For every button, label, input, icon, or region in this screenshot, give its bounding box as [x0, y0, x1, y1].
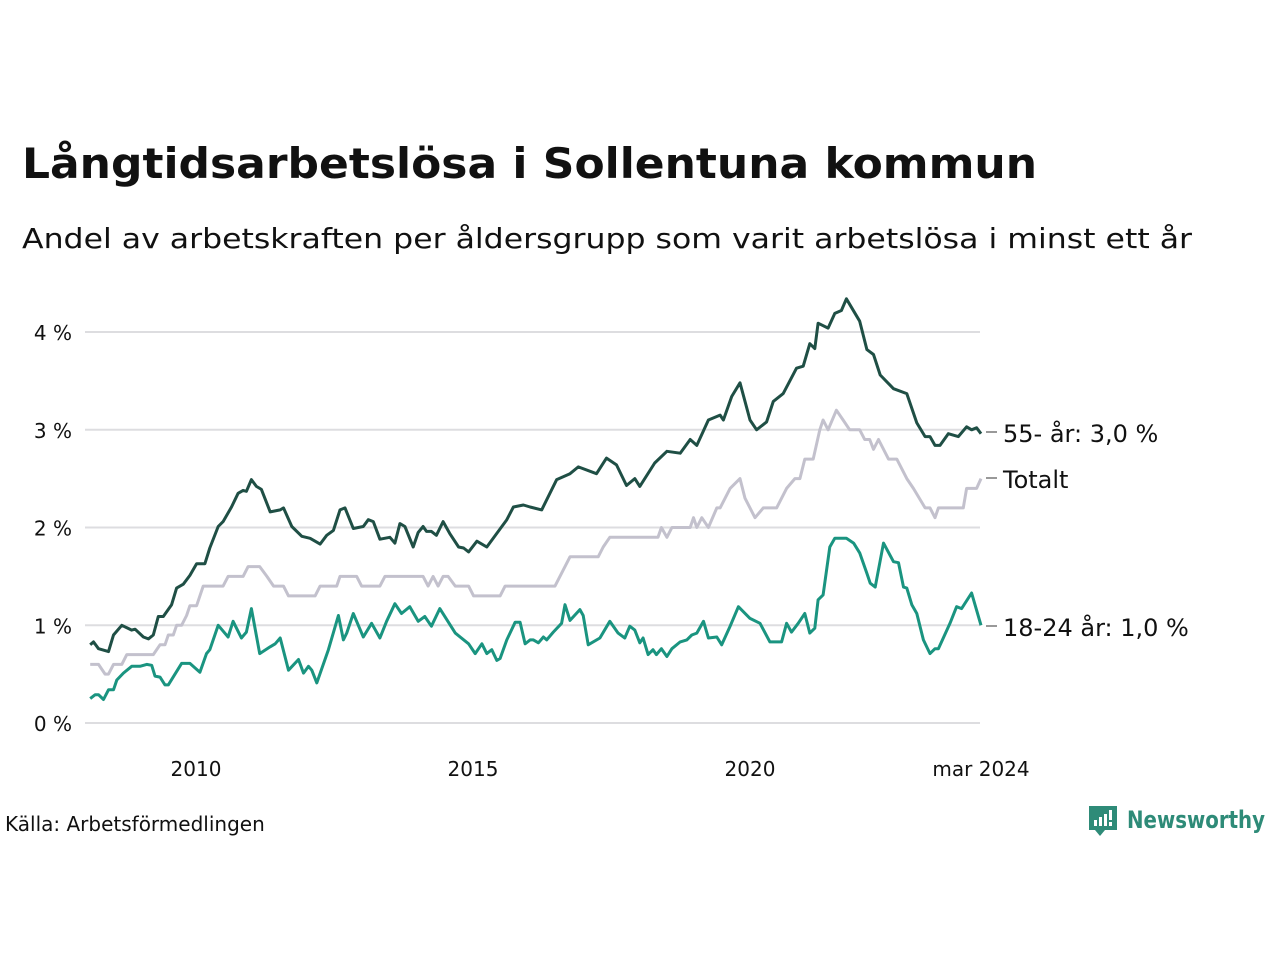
source-text: Källa: Arbetsförmedlingen	[5, 812, 265, 836]
bar-chart-bubble-icon	[1089, 806, 1117, 836]
chart-subtitle: Andel av arbetskraften per åldersgrupp s…	[22, 222, 1193, 255]
series-lines	[89, 297, 983, 701]
series-line-18-24-r	[89, 536, 983, 701]
x-axis-ticks: 2010 2015 2020 mar 2024	[171, 757, 1030, 781]
brand-name: Newsworthy	[1127, 806, 1265, 834]
x-tick-label: 2020	[725, 757, 776, 781]
x-tick-label: 2015	[448, 757, 499, 781]
y-tick-label: 2 %	[34, 517, 72, 541]
series-end-label: 55- år: 3,0 %	[1003, 419, 1158, 448]
y-tick-label: 4 %	[34, 321, 72, 345]
y-axis-ticks: 0 % 1 % 2 % 3 % 4 %	[34, 321, 72, 736]
y-tick-label: 3 %	[34, 419, 72, 443]
y-tick-label: 1 %	[34, 614, 72, 638]
x-tick-label: 2010	[171, 757, 222, 781]
series-end-labels: 55- år: 3,0 % Totalt 18-24 år: 1,0 %	[986, 419, 1189, 642]
series-end-label: Totalt	[1002, 466, 1068, 494]
series-line-totalt	[90, 408, 983, 676]
chart-title: Långtidsarbetslösa i Sollentuna kommun	[22, 139, 1037, 188]
series-end-label: 18-24 år: 1,0 %	[1003, 613, 1189, 642]
x-tick-label: mar 2024	[932, 757, 1029, 781]
y-tick-label: 0 %	[34, 712, 72, 736]
series-line-55-r	[89, 297, 983, 654]
newsworthy-logo[interactable]: Newsworthy	[1089, 806, 1265, 836]
